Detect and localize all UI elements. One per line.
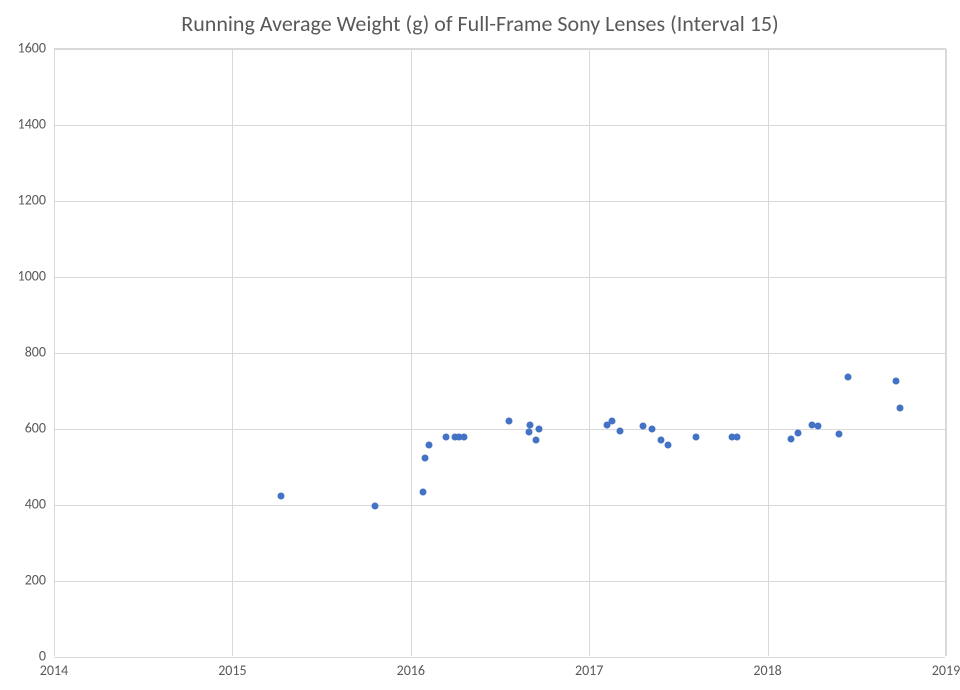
y-tick-label: 1200 (0, 192, 46, 209)
data-point (616, 427, 623, 434)
gridline-horizontal (54, 581, 945, 582)
gridline-horizontal (54, 125, 945, 126)
x-tick-label: 2014 (40, 662, 68, 679)
data-point (893, 378, 900, 385)
gridline-horizontal (54, 201, 945, 202)
data-point (844, 373, 851, 380)
plot-area (54, 48, 946, 656)
data-point (277, 492, 284, 499)
data-point (734, 433, 741, 440)
chart-title: Running Average Weight (g) of Full-Frame… (0, 10, 960, 37)
gridline-horizontal (54, 49, 945, 50)
data-point (536, 426, 543, 433)
data-point (664, 442, 671, 449)
data-point (525, 429, 532, 436)
y-tick-label: 1000 (0, 268, 46, 285)
gridline-horizontal (54, 277, 945, 278)
data-point (896, 405, 903, 412)
data-point (787, 436, 794, 443)
gridline-vertical (232, 49, 233, 656)
x-tick-label: 2016 (397, 662, 425, 679)
gridline-vertical (946, 49, 947, 656)
data-point (794, 429, 801, 436)
data-point (693, 433, 700, 440)
gridline-vertical (768, 49, 769, 656)
y-tick-label: 600 (0, 420, 46, 437)
gridline-horizontal (54, 429, 945, 430)
y-tick-label: 1600 (0, 40, 46, 57)
x-tick-label: 2017 (575, 662, 603, 679)
gridline-horizontal (54, 353, 945, 354)
data-point (532, 436, 539, 443)
y-tick-label: 800 (0, 344, 46, 361)
gridline-vertical (411, 49, 412, 656)
x-tick-label: 2018 (753, 662, 781, 679)
data-point (425, 441, 432, 448)
data-point (639, 422, 646, 429)
x-tick-label: 2015 (218, 662, 246, 679)
data-point (372, 502, 379, 509)
data-point (443, 434, 450, 441)
data-point (648, 426, 655, 433)
data-point (420, 488, 427, 495)
gridline-horizontal (54, 657, 945, 658)
data-point (814, 422, 821, 429)
gridline-horizontal (54, 505, 945, 506)
data-point (505, 418, 512, 425)
data-point (835, 430, 842, 437)
data-point (461, 434, 468, 441)
y-tick-label: 400 (0, 496, 46, 513)
gridline-vertical (589, 49, 590, 656)
data-point (422, 454, 429, 461)
data-point (609, 417, 616, 424)
y-tick-label: 200 (0, 572, 46, 589)
data-point (657, 437, 664, 444)
data-point (527, 422, 534, 429)
y-tick-label: 1400 (0, 116, 46, 133)
gridline-vertical (54, 49, 55, 656)
x-tick-label: 2019 (932, 662, 960, 679)
scatter-chart: Running Average Weight (g) of Full-Frame… (0, 0, 960, 690)
